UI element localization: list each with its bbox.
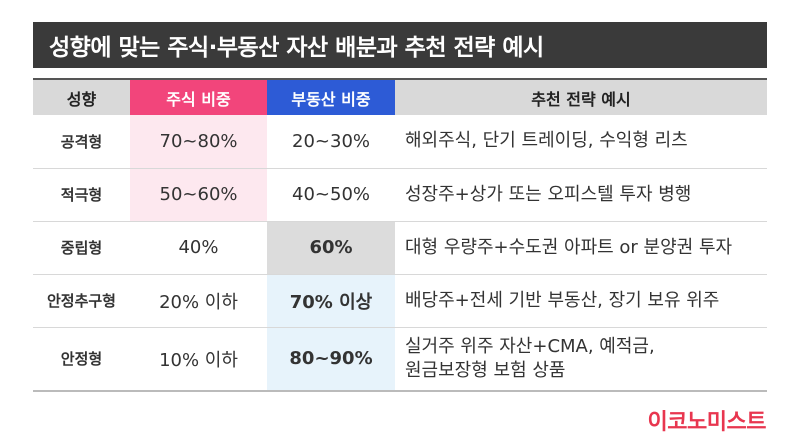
allocation-table: 성향 주식 비중 부동산 비중 추천 전략 예시 공격형 70~80% 20~3…: [33, 78, 767, 392]
row-strategy-line: 해외주식, 단기 트레이딩, 수익형 리츠: [405, 130, 688, 152]
row-type: 적극형: [33, 168, 130, 222]
table-row: 중립형 40% 60% 대형 우량주+수도권 아파트 or 분양권 투자: [33, 221, 767, 275]
row-type: 공격형: [33, 115, 130, 169]
row-real-estate-ratio: 20~30%: [267, 115, 395, 169]
row-stock-ratio: 50~60%: [130, 168, 267, 222]
header-strategy: 추천 전략 예시: [395, 78, 767, 115]
row-real-estate-ratio: 60%: [267, 221, 395, 275]
row-real-estate-ratio: 80~90%: [267, 327, 395, 392]
row-strategy: 대형 우량주+수도권 아파트 or 분양권 투자: [395, 221, 767, 275]
row-strategy: 배당주+전세 기반 부동산, 장기 보유 위주: [395, 274, 767, 328]
row-strategy: 실거주 위주 자산+CMA, 예적금, 원금보장형 보험 상품: [395, 327, 767, 392]
row-stock-ratio: 40%: [130, 221, 267, 275]
page-title: 성향에 맞는 주식·부동산 자산 배분과 추천 전략 예시: [33, 22, 767, 68]
row-strategy-line: 대형 우량주+수도권 아파트 or 분양권 투자: [405, 236, 733, 258]
table-header-row: 성향 주식 비중 부동산 비중 추천 전략 예시: [33, 78, 767, 115]
row-strategy-line: 실거주 위주 자산+CMA, 예적금,: [405, 335, 655, 357]
header-stock-ratio: 주식 비중: [130, 78, 267, 115]
row-strategy-line: 원금보장형 보험 상품: [405, 359, 566, 381]
header-real-estate-ratio: 부동산 비중: [267, 78, 395, 115]
row-strategy: 해외주식, 단기 트레이딩, 수익형 리츠: [395, 115, 767, 169]
brand-logo: 이코노미스트: [647, 410, 767, 435]
row-real-estate-ratio: 70% 이상: [267, 274, 395, 328]
row-strategy-line: 성장주+상가 또는 오피스텔 투자 병행: [405, 183, 692, 205]
row-type: 중립형: [33, 221, 130, 275]
row-strategy: 성장주+상가 또는 오피스텔 투자 병행: [395, 168, 767, 222]
row-stock-ratio: 10% 이하: [130, 327, 267, 392]
row-type: 안정추구형: [33, 274, 130, 328]
table-row: 안정추구형 20% 이하 70% 이상 배당주+전세 기반 부동산, 장기 보유…: [33, 274, 767, 328]
row-stock-ratio: 70~80%: [130, 115, 267, 169]
table-row: 공격형 70~80% 20~30% 해외주식, 단기 트레이딩, 수익형 리츠: [33, 115, 767, 169]
row-real-estate-ratio: 40~50%: [267, 168, 395, 222]
row-type: 안정형: [33, 327, 130, 392]
table-row: 안정형 10% 이하 80~90% 실거주 위주 자산+CMA, 예적금, 원금…: [33, 327, 767, 392]
header-type: 성향: [33, 78, 130, 115]
table-row: 적극형 50~60% 40~50% 성장주+상가 또는 오피스텔 투자 병행: [33, 168, 767, 222]
row-stock-ratio: 20% 이하: [130, 274, 267, 328]
row-strategy-line: 배당주+전세 기반 부동산, 장기 보유 위주: [405, 289, 720, 311]
